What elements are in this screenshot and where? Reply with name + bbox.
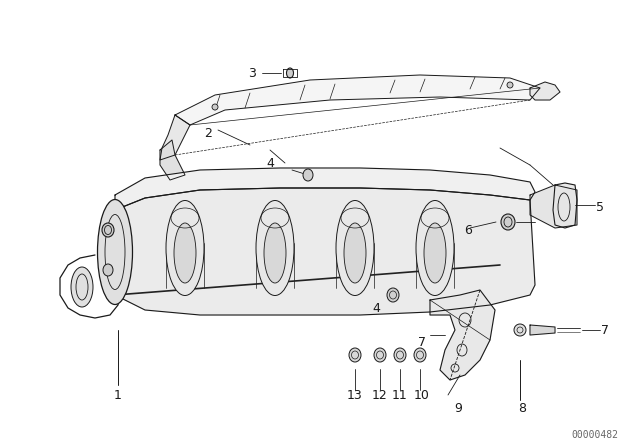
Text: 00000482: 00000482 bbox=[572, 430, 618, 440]
Ellipse shape bbox=[414, 348, 426, 362]
Text: 7: 7 bbox=[418, 336, 426, 349]
Text: 8: 8 bbox=[518, 401, 526, 414]
Ellipse shape bbox=[507, 82, 513, 88]
Ellipse shape bbox=[303, 169, 313, 181]
Ellipse shape bbox=[416, 201, 454, 296]
Text: 3: 3 bbox=[248, 66, 256, 79]
Text: 11: 11 bbox=[392, 388, 408, 401]
Text: 5: 5 bbox=[596, 201, 604, 214]
Ellipse shape bbox=[264, 223, 286, 283]
Text: 4: 4 bbox=[266, 156, 274, 169]
Ellipse shape bbox=[174, 223, 196, 283]
Text: 12: 12 bbox=[372, 388, 388, 401]
Text: 10: 10 bbox=[414, 388, 430, 401]
Ellipse shape bbox=[102, 223, 114, 237]
Ellipse shape bbox=[387, 288, 399, 302]
Ellipse shape bbox=[394, 348, 406, 362]
Polygon shape bbox=[530, 185, 577, 228]
Ellipse shape bbox=[103, 264, 113, 276]
Polygon shape bbox=[175, 75, 540, 125]
Polygon shape bbox=[115, 168, 535, 210]
Ellipse shape bbox=[256, 201, 294, 296]
Text: 7: 7 bbox=[601, 323, 609, 336]
Ellipse shape bbox=[424, 223, 446, 283]
Ellipse shape bbox=[71, 267, 93, 307]
Ellipse shape bbox=[344, 223, 366, 283]
Polygon shape bbox=[160, 115, 190, 160]
Polygon shape bbox=[430, 290, 495, 380]
Ellipse shape bbox=[374, 348, 386, 362]
Polygon shape bbox=[553, 183, 577, 228]
Ellipse shape bbox=[514, 324, 526, 336]
Ellipse shape bbox=[349, 348, 361, 362]
Text: 9: 9 bbox=[454, 401, 462, 414]
Polygon shape bbox=[530, 82, 560, 100]
Text: 1: 1 bbox=[114, 388, 122, 401]
Ellipse shape bbox=[212, 104, 218, 110]
Polygon shape bbox=[160, 140, 185, 180]
Ellipse shape bbox=[166, 201, 204, 296]
Text: 2: 2 bbox=[204, 126, 212, 139]
Text: 6: 6 bbox=[464, 224, 472, 237]
Ellipse shape bbox=[501, 214, 515, 230]
Polygon shape bbox=[115, 188, 535, 315]
Ellipse shape bbox=[287, 68, 294, 78]
Text: 13: 13 bbox=[347, 388, 363, 401]
Ellipse shape bbox=[336, 201, 374, 296]
Ellipse shape bbox=[97, 199, 132, 305]
Polygon shape bbox=[530, 325, 555, 335]
Text: 4: 4 bbox=[372, 302, 380, 314]
